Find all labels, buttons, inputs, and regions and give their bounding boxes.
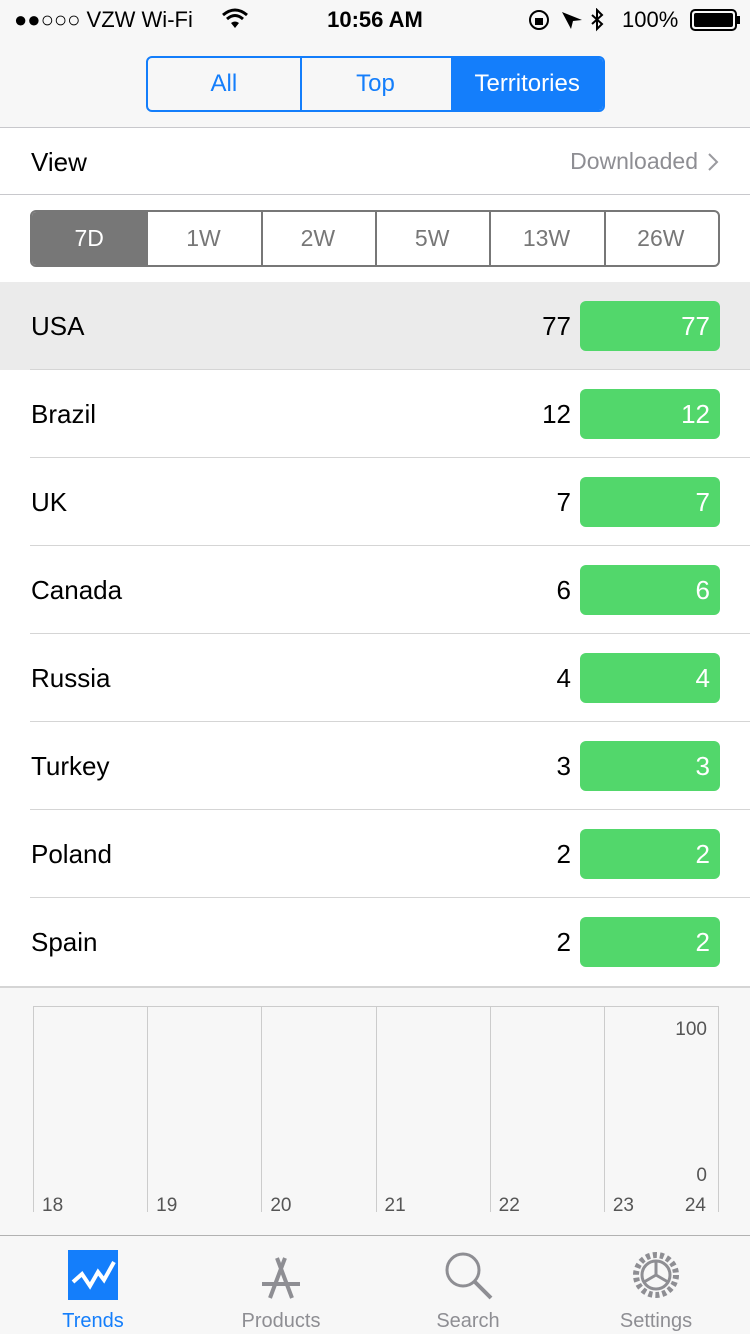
tab-label: Trends	[62, 1310, 124, 1332]
tab-label: Search	[436, 1310, 500, 1332]
segment-label: All	[210, 70, 238, 97]
territory-value: 2	[556, 927, 571, 957]
x-tick-label: 18	[42, 1195, 64, 1216]
territory-value: 12	[542, 399, 571, 429]
territory-value: 7	[556, 487, 571, 517]
badge-value: 2	[695, 927, 710, 957]
grid-line	[489, 1006, 491, 1212]
territory-name: Brazil	[31, 399, 97, 429]
separator	[30, 721, 750, 722]
tab-icon	[68, 1250, 118, 1300]
period-label: 1W	[186, 225, 221, 251]
view-value[interactable]: Downloaded	[570, 148, 698, 174]
territory-name: UK	[31, 487, 68, 517]
badge-value: 6	[695, 575, 710, 605]
period-segment[interactable]	[603, 212, 718, 265]
tab-icon	[262, 1257, 300, 1299]
tab-icon	[445, 1252, 493, 1300]
value-badge	[580, 741, 720, 791]
y-tick-label: 0	[696, 1165, 707, 1186]
y-tick-label: 100	[675, 1019, 707, 1040]
separator	[30, 457, 750, 458]
value-badge	[580, 389, 720, 439]
badge-value: 4	[695, 663, 710, 693]
badge-value: 2	[695, 839, 710, 869]
badge-value: 12	[681, 399, 710, 429]
battery-label: 100%	[622, 7, 679, 32]
period-segment[interactable]	[32, 212, 147, 265]
separator	[30, 897, 750, 898]
segment-label: Territories	[474, 70, 580, 97]
wifi-icon	[222, 8, 248, 28]
segmented-control: All Top Territories	[146, 56, 605, 112]
carrier: ●●○○○ VZW Wi-Fi	[14, 7, 193, 32]
value-badge	[580, 565, 720, 615]
badge-value: 77	[681, 311, 710, 341]
tab-icon	[633, 1252, 679, 1298]
territory-value: 6	[556, 575, 571, 605]
territory-name: Canada	[31, 575, 123, 605]
period-segment[interactable]	[375, 212, 489, 265]
segment-label: Top	[356, 70, 395, 97]
separator	[30, 369, 750, 370]
x-tick-label: 23	[612, 1195, 634, 1216]
tab-label: Products	[241, 1310, 321, 1332]
view-label: View	[31, 147, 87, 177]
separator	[0, 194, 750, 195]
territory-name: Turkey	[31, 751, 110, 781]
territory-value: 77	[542, 311, 571, 341]
time: 10:56 AM	[327, 7, 423, 32]
separator	[30, 809, 750, 810]
territory-name: USA	[31, 311, 85, 341]
chart-area: 18 19 20 21 22 23 24 0 100	[0, 986, 750, 1235]
value-badge	[580, 301, 720, 351]
segment[interactable]	[299, 58, 452, 110]
badge-value: 7	[695, 487, 710, 517]
grid-line	[603, 1006, 605, 1212]
period-label: 26W	[637, 225, 685, 251]
period-segment[interactable]	[146, 212, 260, 265]
x-tick-label: 21	[384, 1195, 406, 1216]
territory-list: USA 77 77 Brazil 12 12 UK 7 7 Canada 6 6 Russia 4 4 Tur…	[0, 282, 750, 986]
value-badge	[580, 917, 720, 967]
badge-value: 3	[695, 751, 710, 781]
period-segment[interactable]	[260, 212, 375, 265]
period-segment[interactable]	[489, 212, 603, 265]
grid-line	[261, 1006, 263, 1212]
grid-line	[147, 1006, 149, 1212]
header	[0, 0, 750, 128]
territory-value: 4	[556, 663, 571, 693]
tab-bar: Trends Products Search Settings	[0, 1235, 750, 1334]
battery-icon	[690, 9, 740, 31]
grid-line	[375, 1006, 377, 1212]
x-tick-label: 24	[684, 1195, 706, 1216]
x-tick-label: 19	[156, 1195, 178, 1216]
x-tick-label: 22	[498, 1195, 520, 1216]
chevron	[708, 153, 719, 171]
territory-value: 3	[556, 751, 571, 781]
period-label: 7D	[74, 225, 104, 251]
territory-value: 2	[556, 839, 571, 869]
territory-name: Russia	[31, 663, 111, 693]
tab-label: Settings	[619, 1310, 693, 1332]
value-badge	[580, 829, 720, 879]
period-label: 13W	[522, 225, 571, 251]
territory-name: Spain	[31, 927, 98, 957]
separator	[30, 633, 750, 634]
period-label: 2W	[300, 225, 336, 251]
value-badge	[580, 477, 720, 527]
grid-line	[718, 1006, 719, 1212]
segment[interactable]	[451, 58, 603, 110]
x-tick-label: 20	[270, 1195, 292, 1216]
territory-name: Poland	[31, 839, 112, 869]
value-badge	[580, 653, 720, 703]
grid-line	[33, 1006, 34, 1212]
separator	[30, 545, 750, 546]
status-icons	[529, 8, 604, 32]
period-control: 7D 1W 2W 5W 13W 26W	[30, 210, 720, 267]
period-label: 5W	[414, 225, 450, 251]
